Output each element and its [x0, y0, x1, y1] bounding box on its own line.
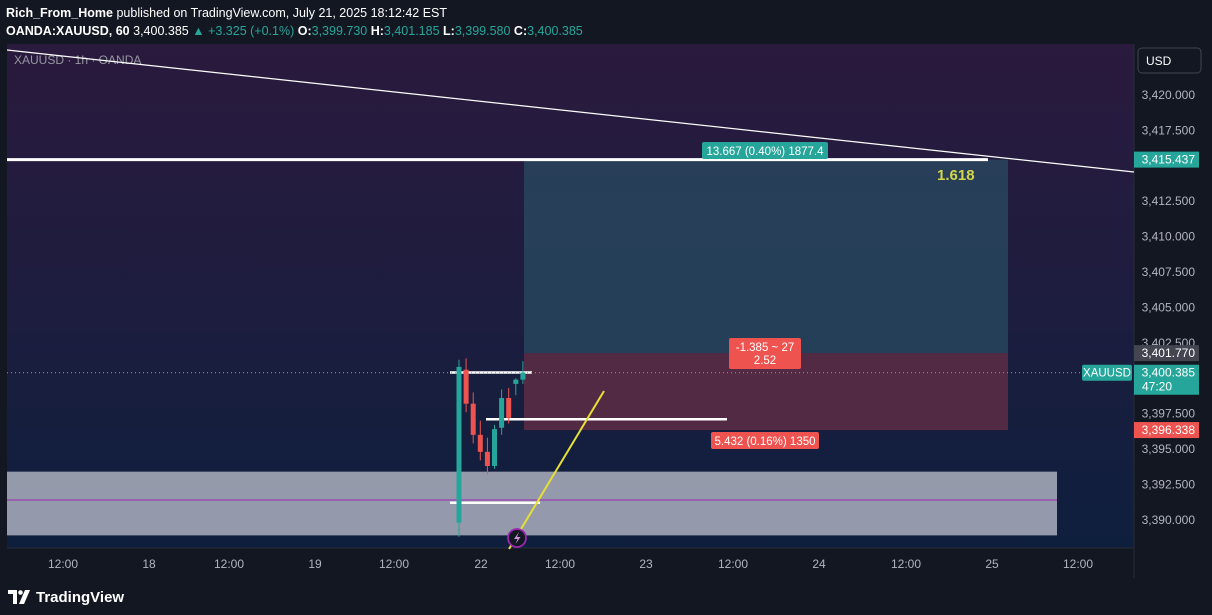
price-tick-label: 3,412.500	[1142, 194, 1196, 208]
time-tick-label: 19	[308, 557, 322, 571]
candle[interactable]	[456, 359, 462, 537]
symbol-tag-text: XAUUSD	[1083, 368, 1131, 380]
last-price: 3,400.385	[133, 24, 189, 38]
time-tick-label: 12:00	[379, 557, 409, 571]
candle-body	[499, 398, 505, 428]
candle[interactable]	[506, 388, 512, 424]
high-label: H:	[370, 24, 384, 38]
candle[interactable]	[463, 358, 469, 413]
author-name[interactable]: Rich_From_Home	[6, 6, 113, 20]
target-label[interactable]: 13.667 (0.40%) 1877.4	[702, 142, 828, 159]
candle[interactable]	[470, 392, 476, 444]
candle-body	[506, 398, 512, 418]
price-tick-label: 3,397.500	[1142, 407, 1196, 421]
open-value: 3,399.730	[311, 24, 368, 38]
low-value: 3,399.580	[454, 24, 511, 38]
current-price-text: 3,400.385	[1142, 366, 1196, 380]
price-tick-label: 3,417.500	[1142, 123, 1196, 137]
candle-body	[484, 451, 490, 466]
time-tick-label: 18	[142, 557, 156, 571]
time-tick-label: 12:00	[545, 557, 575, 571]
candle[interactable]	[492, 424, 497, 469]
stop-label[interactable]: 5.432 (0.16%) 1350	[711, 432, 819, 449]
price-tag-text: 3,401.770	[1142, 346, 1196, 360]
risk-reward-line1: -1.385 ~ 27	[736, 342, 795, 354]
countdown-text: 47:20	[1142, 380, 1172, 394]
stop-label-text: 5.432 (0.16%) 1350	[714, 436, 815, 448]
tradingview-logo-icon	[8, 590, 30, 604]
candle-body	[520, 372, 526, 380]
resistance-trendline[interactable]	[6, 49, 1135, 173]
target-label-text: 13.667 (0.40%) 1877.4	[706, 146, 824, 158]
fib-label: 1.618	[937, 167, 975, 184]
price-tag-target[interactable]: 3,415.437	[1134, 151, 1199, 168]
price-tick-label: 3,407.500	[1142, 265, 1196, 279]
time-tick-label: 12:00	[48, 557, 78, 571]
price-tag-stop[interactable]: 3,396.338	[1134, 422, 1199, 439]
currency-button[interactable]	[1137, 47, 1202, 74]
support-trendline[interactable]	[508, 390, 605, 550]
candle-body	[492, 429, 497, 466]
price-axis-tags: 3,415.437 3,401.770 3,396.338 3,400.38547:2…	[1082, 151, 1199, 439]
price-chart[interactable]: XAUUSD · 1h · OANDA USD 1.618 13.667 (0.…	[0, 42, 1212, 580]
change-value: +3.325 (+0.1%)	[208, 24, 295, 38]
candle[interactable]	[484, 437, 490, 475]
close-label: C:	[513, 24, 528, 38]
time-tick-label: 25	[985, 557, 999, 571]
currency-button-label: USD	[1146, 54, 1172, 68]
candle-body	[477, 434, 483, 452]
price-tag-text: 3,415.437	[1142, 153, 1196, 167]
ohlc-legend: OANDA:XAUUSD, 60 3,400.385 ▲ +3.325 (+0.…	[6, 22, 583, 40]
price-tick-label: 3,410.000	[1142, 230, 1196, 244]
time-tick-label: 23	[639, 557, 653, 571]
risk-reward-label[interactable]: -1.385 ~ 27 2.52	[729, 338, 801, 369]
change-up-icon: ▲	[192, 24, 205, 38]
symbol-label[interactable]: OANDA:XAUUSD, 60	[6, 24, 130, 38]
publish-info: Rich_From_Home published on TradingView.…	[6, 4, 583, 22]
candle[interactable]	[513, 378, 519, 396]
price-tick-label: 3,395.000	[1142, 442, 1196, 456]
price-tag-entry[interactable]: 3,401.770	[1134, 345, 1199, 362]
candle[interactable]	[520, 361, 526, 384]
price-axis-ticks: 3,420.000 3,417.500 3,412.500 3,410.000 3,40…	[1142, 88, 1196, 527]
price-tick-label: 3,390.000	[1142, 513, 1196, 527]
time-tick-label: 12:00	[214, 557, 244, 571]
candle[interactable]	[499, 389, 505, 435]
candle-body	[463, 369, 469, 404]
high-value: 3,401.185	[383, 24, 440, 38]
price-tick-label: 3,420.000	[1142, 88, 1196, 102]
chart-frame[interactable]: XAUUSD · 1h · OANDA USD 1.618 13.667 (0.…	[0, 42, 1212, 580]
target-zone[interactable]	[524, 159, 1008, 354]
close-value: 3,400.385	[527, 24, 583, 38]
time-tick-label: 12:00	[718, 557, 748, 571]
published-text: published on TradingView.com, July 21, 2…	[116, 6, 448, 20]
alert-lightning-icon[interactable]	[507, 528, 527, 548]
tradingview-brand: TradingView	[36, 588, 125, 606]
risk-reward-line2: 2.52	[754, 355, 776, 367]
time-tick-label: 24	[812, 557, 826, 571]
time-tick-label: 12:00	[1063, 557, 1093, 571]
candle-body	[470, 403, 476, 435]
low-label: L:	[443, 24, 455, 38]
price-axis[interactable]	[1134, 44, 1204, 548]
price-tick-label: 3,392.500	[1142, 477, 1196, 491]
price-tag-text: 3,396.338	[1142, 423, 1196, 437]
candles[interactable]	[456, 358, 526, 537]
tradingview-footer[interactable]: TradingView	[8, 585, 124, 609]
open-label: O:	[297, 24, 312, 38]
candle[interactable]	[477, 420, 483, 461]
symbol-tag[interactable]: XAUUSD	[1082, 364, 1132, 381]
time-tick-label: 22	[474, 557, 488, 571]
time-axis-ticks: 12:00 18 12:00 19 12:00 22 12:00 23 12:00 24 12:00…	[48, 557, 1093, 571]
chart-title: XAUUSD · 1h · OANDA	[14, 53, 141, 67]
price-tick-label: 3,405.000	[1142, 300, 1196, 314]
candle-body	[513, 379, 519, 384]
time-tick-label: 12:00	[891, 557, 921, 571]
chart-header: Rich_From_Home published on TradingView.…	[6, 4, 583, 40]
candle-body	[456, 366, 462, 523]
time-axis[interactable]	[7, 548, 1134, 578]
